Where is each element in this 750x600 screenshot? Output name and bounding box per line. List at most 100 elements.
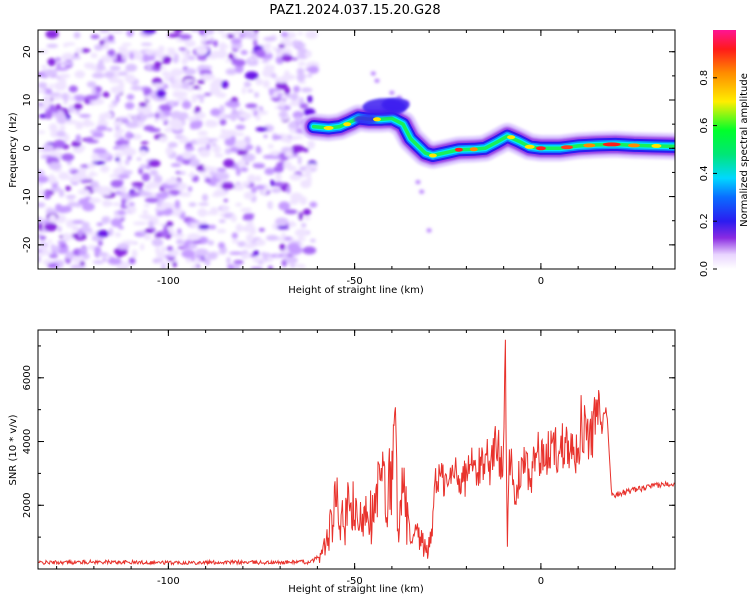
noise-speckle (126, 94, 135, 100)
noise-speckle (191, 240, 203, 245)
ridge-hotspot (343, 122, 352, 127)
noise-speckle (93, 148, 107, 154)
noise-speckle (240, 207, 253, 213)
noise-speckle (148, 159, 161, 168)
snr-ytick-label: 6000 (22, 365, 33, 390)
noise-speckle (209, 81, 221, 90)
noise-speckle (197, 130, 208, 136)
noise-speckle (216, 228, 227, 234)
noise-speckle (124, 102, 135, 110)
noise-speckle (258, 261, 264, 265)
noise-speckle (117, 243, 129, 250)
noise-speckle (293, 85, 300, 93)
noise-speckle (84, 94, 99, 101)
noise-speckle (154, 118, 159, 123)
noise-speckle (284, 209, 298, 215)
noise-speckle (191, 264, 198, 269)
noise-speckle (213, 78, 223, 83)
noise-speckle (117, 209, 126, 216)
noise-speckle (47, 58, 56, 67)
noise-speckle (281, 106, 286, 110)
noise-speckle (195, 137, 210, 146)
noise-speckle (154, 61, 162, 69)
noise-speckle (47, 239, 53, 244)
noise-speckle (182, 150, 193, 160)
noise-speckle (234, 139, 247, 149)
noise-speckle (50, 243, 55, 251)
noise-speckle (107, 40, 116, 44)
noise-speckle (42, 102, 50, 109)
noise-speckle (172, 70, 182, 77)
snr-ylabel: SNR (10 * v/v) (8, 414, 19, 485)
noise-speckle (224, 137, 236, 147)
noise-speckle (294, 228, 309, 237)
noise-speckle (139, 214, 153, 219)
spectrogram-xtick-label: 0 (538, 276, 544, 287)
noise-speckle (82, 118, 92, 128)
noise-speckle (218, 242, 225, 249)
noise-speckle (233, 59, 246, 67)
noise-speckle (64, 119, 78, 125)
noise-speckle (168, 229, 175, 235)
noise-speckle (261, 60, 270, 63)
noise-speckle (292, 111, 304, 119)
noise-speckle (63, 43, 69, 48)
noise-speckle (245, 191, 250, 200)
spectrogram-frame (37, 29, 676, 270)
noise-speckle (219, 118, 227, 126)
noise-speckle (145, 94, 152, 101)
noise-speckle (264, 42, 272, 49)
noise-speckle (281, 232, 287, 237)
noise-speckle (78, 167, 87, 174)
noise-speckle (129, 52, 134, 60)
noise-speckle (370, 71, 376, 76)
noise-speckle (38, 169, 45, 176)
noise-speckle (281, 74, 296, 81)
noise-speckle (140, 141, 149, 145)
noise-speckle (246, 220, 254, 226)
noise-speckle (221, 33, 228, 39)
noise-speckle (92, 260, 105, 264)
noise-speckle (141, 191, 152, 197)
noise-speckle (119, 185, 127, 193)
noise-speckle (178, 136, 189, 144)
noise-speckle (204, 177, 212, 183)
noise-speckle (218, 134, 231, 140)
noise-speckle (263, 36, 277, 42)
noise-speckle (186, 252, 192, 259)
noise-speckle (158, 260, 170, 265)
noise-speckle (139, 164, 147, 170)
noise-speckle (247, 89, 254, 93)
noise-speckle (173, 91, 188, 97)
noise-speckle (107, 257, 122, 265)
noise-speckle (223, 158, 235, 168)
noise-speckle (208, 224, 217, 230)
noise-speckle (230, 38, 242, 45)
noise-speckle (56, 130, 66, 138)
noise-speckle (68, 104, 74, 113)
noise-speckle (296, 67, 305, 75)
noise-speckle (277, 174, 282, 180)
noise-speckle (44, 110, 53, 120)
noise-speckle (194, 111, 206, 120)
noise-speckle (73, 31, 81, 39)
noise-speckle (199, 149, 211, 158)
noise-speckle (162, 56, 172, 63)
noise-speckle (38, 82, 48, 89)
noise-speckle (309, 201, 318, 208)
noise-speckle (85, 231, 97, 236)
noise-speckle (118, 81, 125, 89)
noise-speckle (132, 114, 139, 123)
noise-speckle (115, 125, 120, 131)
noise-speckle (125, 159, 130, 166)
noise-speckle (216, 167, 227, 172)
noise-speckle (188, 202, 197, 207)
noise-speckle (255, 78, 263, 86)
colorbar-tick-label: 0.0 (699, 261, 710, 277)
noise-speckle (426, 228, 432, 233)
noise-speckle (71, 56, 81, 60)
ridge-hotspot (323, 126, 334, 130)
ridge-blob (353, 114, 378, 125)
noise-speckle (228, 53, 234, 60)
